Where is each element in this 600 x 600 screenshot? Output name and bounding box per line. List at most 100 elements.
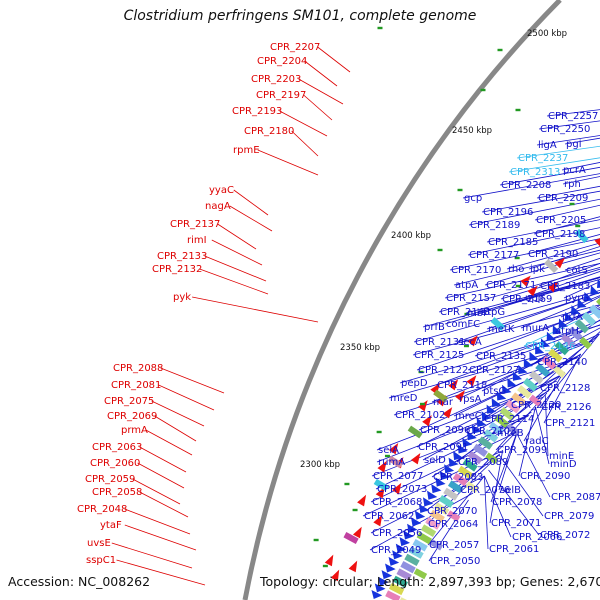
plus-gene-arrow (481, 411, 492, 421)
minus-gene-arrow (357, 494, 367, 507)
feature-track-block (438, 495, 454, 508)
right-gene-label: CPR_2209 (538, 193, 588, 204)
plus-strand-genes (371, 278, 600, 599)
feature-track-block (483, 429, 499, 443)
right-leader-line (375, 415, 529, 490)
left-gene-label: CPR_2193 (232, 106, 282, 117)
left-leader-line (154, 415, 197, 442)
left-leader-line (151, 400, 205, 427)
right-leader-line (515, 431, 551, 498)
right-gene-label: CPR_2171 (486, 280, 536, 291)
minus-feature-block (373, 478, 389, 492)
minus-gene-arrow (375, 486, 385, 499)
right-gene-label: prfA (562, 312, 583, 323)
right-gene-label: minE (549, 451, 574, 462)
feature-track-block (499, 407, 515, 421)
minus-gene-arrow (455, 390, 465, 402)
feature-track-block (413, 568, 428, 580)
minus-gene-arrow (377, 460, 387, 473)
feature-track-block (506, 423, 520, 436)
right-gene-label: mar (433, 397, 454, 408)
right-leader-line (444, 262, 600, 299)
right-gene-label: CPR_2083 (433, 472, 483, 483)
right-leader-line (453, 249, 600, 286)
right-gene-label: rho (508, 264, 524, 275)
tick-mark (463, 344, 469, 348)
ruler-label-2450: 2450 kbp (452, 126, 492, 136)
right-gene-label: CPR_2103 (466, 426, 516, 437)
right-gene-label: pyrG (565, 293, 589, 304)
right-gene-label: CPR_2170 (451, 265, 501, 276)
left-leader-line (145, 429, 193, 456)
plus-gene-arrow (512, 371, 523, 381)
right-gene-label: CPR_2073 (377, 484, 427, 495)
right-gene-label: CPR_2126 (541, 402, 591, 413)
tick-mark (313, 538, 319, 542)
feature-track-block (522, 377, 538, 392)
left-gene-label: CPR_2081 (111, 380, 161, 391)
left-leader-line (111, 542, 193, 569)
minus-feature-block (574, 228, 589, 244)
left-gene-label: CPR_2058 (92, 487, 142, 498)
plus-gene-arrow (529, 351, 539, 361)
right-gene-label: CPR_2183 (540, 281, 590, 292)
right-gene-label: pepD (401, 378, 428, 389)
plus-gene-arrow (439, 470, 450, 480)
right-leader-line (484, 475, 512, 538)
feature-track-block (535, 363, 551, 378)
left-gene-label: CPR_2207 (270, 42, 320, 53)
tick-mark (377, 26, 383, 30)
right-gene-label: CPR_2189 (470, 220, 520, 231)
right-leader-line (453, 354, 581, 417)
right-leader-line (506, 242, 600, 270)
minus-gene-arrow (442, 407, 453, 419)
feature-track-block (574, 319, 590, 334)
minus-gene-arrow (392, 482, 402, 495)
right-gene-label: gcp (464, 193, 482, 204)
right-leader-line (468, 198, 600, 226)
minus-gene-arrow (466, 375, 477, 387)
right-gene-label: upp (525, 293, 544, 304)
plus-gene-arrow (444, 464, 455, 474)
right-leader-line (536, 185, 600, 199)
right-gene-label: CPR_2102 (395, 410, 445, 421)
minus-feature-block (490, 317, 506, 331)
right-gene-label: CPR_2061 (489, 544, 539, 555)
left-gene-label: CPR_2133 (157, 251, 207, 262)
left-leader-line (291, 130, 319, 157)
left-gene-label: nagA (205, 201, 231, 212)
left-leader-line (217, 223, 257, 250)
left-leader-line (158, 384, 215, 411)
left-gene-label: CPR_2059 (85, 474, 135, 485)
plus-gene-arrow (496, 391, 507, 401)
right-leader-line (498, 428, 519, 491)
left-gene-label: CPR_2137 (170, 219, 220, 230)
left-gene-label: CPR_2197 (256, 90, 306, 101)
feature-track-block (477, 436, 494, 450)
right-gene-label: ipk (530, 264, 545, 275)
right-gene-label: CPR_2072 (540, 530, 590, 541)
right-leader-line (369, 492, 474, 551)
plus-gene-arrow (418, 503, 430, 514)
plus-gene-arrow (407, 523, 418, 533)
right-gene-label: CPR_2250 (540, 124, 590, 135)
right-leader-line (444, 277, 600, 325)
plus-gene-arrow (486, 404, 497, 414)
right-leader-line (518, 406, 536, 477)
left-leader-line (132, 478, 181, 505)
left-leader-line (199, 268, 269, 295)
minus-gene-arrow (348, 560, 358, 573)
right-gene-label: mbl (467, 308, 486, 319)
tick-mark (569, 202, 575, 206)
plus-gene-arrow (583, 292, 593, 302)
right-gene-label: secA (458, 337, 482, 348)
left-leader-line (298, 78, 344, 105)
right-leader-line (488, 469, 540, 536)
right-gene-label: atpH (555, 326, 579, 337)
tick-mark (322, 564, 328, 568)
left-gene-label: ytaF (100, 520, 122, 531)
left-gene-label: CPR_2088 (113, 363, 163, 374)
left-gene-label: prmA (121, 425, 148, 436)
minus-gene-arrow (527, 285, 538, 297)
right-leader-line (486, 219, 600, 243)
